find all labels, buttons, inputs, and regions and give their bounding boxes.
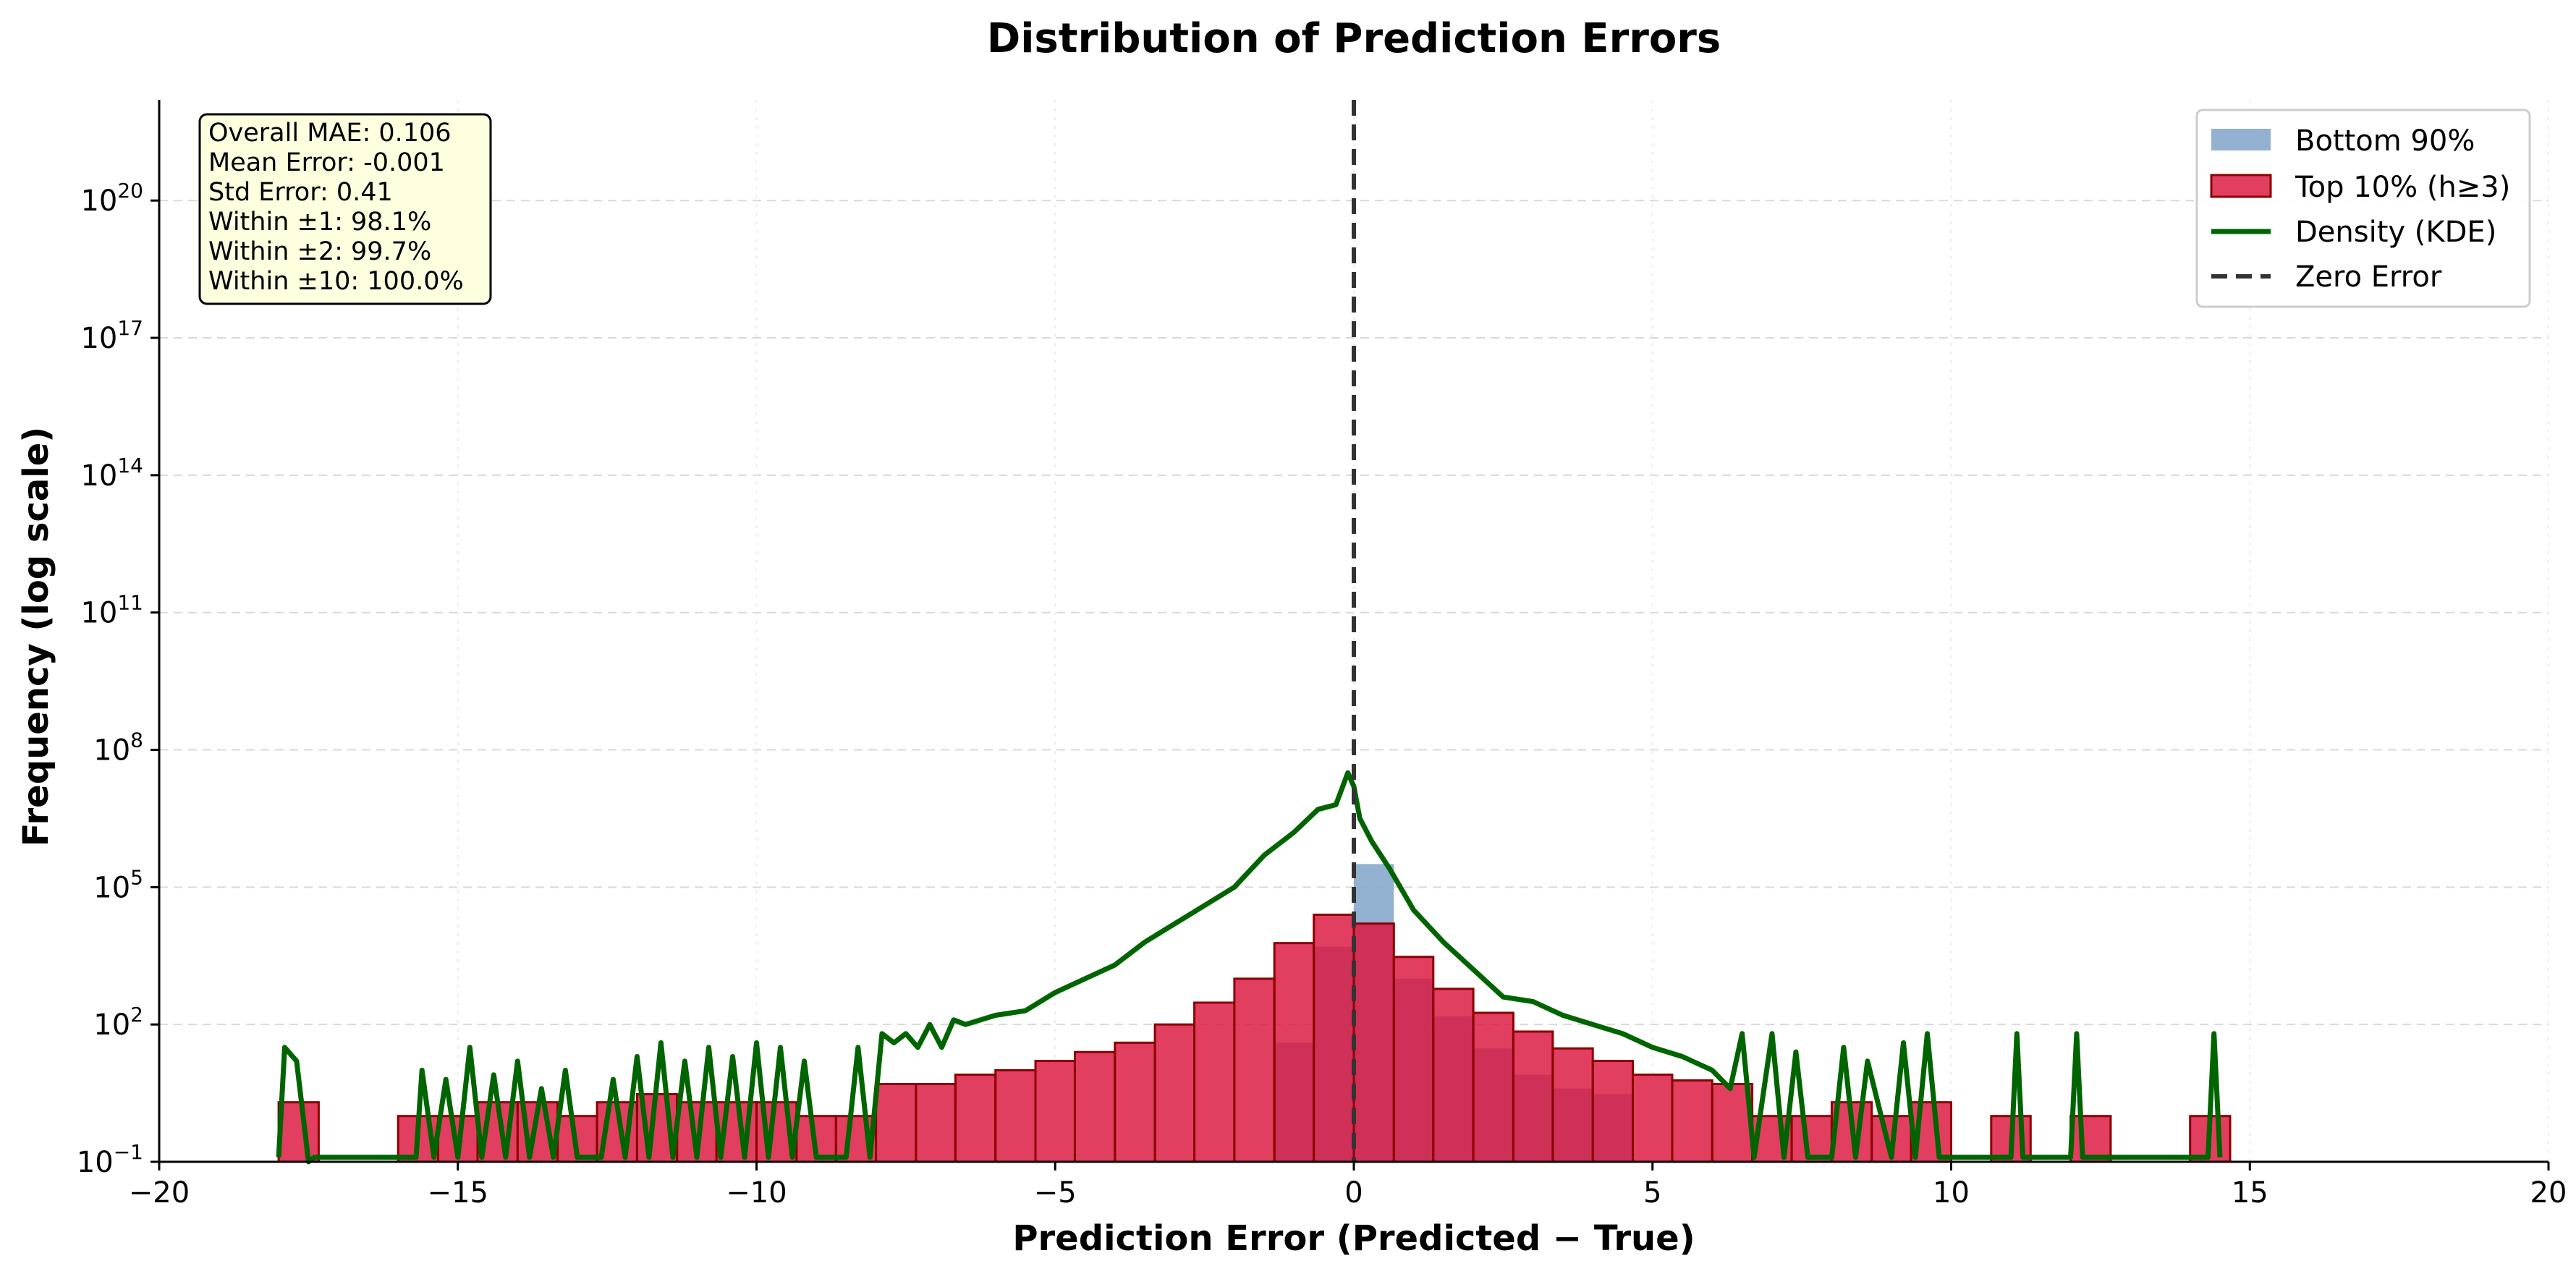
bar-top10 (954, 1074, 997, 1163)
histogram-bars (277, 864, 2232, 1163)
y-tick-label: 10−1 (77, 1140, 143, 1179)
bar-top10 (915, 1082, 957, 1163)
bar-top10 (1153, 1023, 1196, 1163)
legend-swatch-top10 (2210, 174, 2272, 198)
stats-line: Overall MAE: 0.106 (208, 119, 452, 148)
legend-label: Top 10% (h≥3) (2295, 171, 2510, 204)
bar-top10 (1233, 977, 1276, 1163)
x-tick-label: −15 (428, 1176, 488, 1210)
kde-curve (276, 770, 2223, 1165)
stats-line: Mean Error: -0.001 (208, 148, 445, 177)
legend-label: Bottom 90% (2295, 124, 2475, 158)
x-axis-label: Prediction Error (Predicted − True) (1012, 1218, 1695, 1259)
stats-line: Within ±10: 100.0% (208, 267, 464, 296)
tick-labels: −20 −15 −10 −5 0 5 10 15 2010−110210510810111014… (77, 179, 2567, 1210)
bar-top10 (1432, 987, 1475, 1163)
y-tick-base: 10 (80, 184, 117, 218)
y-tick-exponent: 8 (130, 728, 143, 752)
y-tick-label: 1014 (80, 454, 143, 493)
y-tick-exponent: 17 (117, 316, 143, 340)
y-tick-exponent: 5 (130, 865, 143, 889)
bar-top10 (994, 1068, 1037, 1163)
legend-frame (2195, 109, 2531, 308)
kde-line (276, 770, 2223, 1165)
bar-top10 (1273, 942, 1315, 1163)
y-tick-exponent: 11 (117, 591, 143, 615)
y-tick-exponent: 14 (117, 454, 143, 477)
bar-top10 (1671, 1079, 1713, 1163)
y-tick-label: 108 (93, 728, 143, 768)
y-tick-label: 105 (93, 865, 143, 904)
legend-swatch-bottom90 (2211, 129, 2271, 150)
y-tick-exponent: 20 (117, 179, 143, 203)
chart-title: Distribution of Prediction Errors (987, 15, 1721, 62)
x-tick-label: 0 (1344, 1176, 1363, 1210)
y-tick-label: 1020 (80, 179, 143, 218)
x-tick-label: −20 (129, 1176, 190, 1210)
x-tick-label: 15 (2232, 1176, 2268, 1210)
x-tick-label: 20 (2530, 1176, 2567, 1210)
y-tick-label: 1011 (80, 591, 143, 630)
bar-top10 (875, 1082, 918, 1163)
y-tick-base: 10 (77, 1146, 114, 1179)
y-tick-label: 102 (93, 1003, 143, 1042)
y-tick-base: 10 (93, 734, 130, 768)
stats-line: Std Error: 0.41 (208, 178, 393, 207)
bar-top10 (1632, 1074, 1674, 1163)
legend: Bottom 90% Top 10% (h≥3) Density (KDE) Zero… (2195, 109, 2531, 308)
x-tick-label: −10 (726, 1176, 787, 1210)
x-tick-label: 5 (1643, 1176, 1661, 1210)
stats-line: Within ±1: 98.1% (208, 208, 431, 237)
bar-top10 (1193, 1001, 1236, 1163)
bar-top10 (1073, 1050, 1117, 1163)
y-tick-base: 10 (80, 459, 117, 493)
y-tick-base: 10 (93, 1008, 130, 1042)
bar-top10 (1313, 913, 1355, 1163)
bar-top10 (1512, 1030, 1554, 1163)
bar-top10 (1114, 1041, 1156, 1163)
y-tick-base: 10 (80, 597, 117, 630)
legend-label: Density (KDE) (2295, 216, 2496, 249)
bar-top10 (277, 1101, 320, 1163)
stats-box-frame (198, 113, 492, 305)
y-tick-label: 1017 (80, 316, 143, 355)
axes (151, 100, 2550, 1170)
x-tick-label: −5 (1034, 1176, 1077, 1210)
legend-label: Zero Error (2295, 260, 2442, 294)
x-tick-label: 10 (1933, 1176, 1970, 1210)
bar-top10 (1392, 956, 1435, 1163)
bar-top10 (1591, 1060, 1635, 1163)
y-tick-exponent: 2 (130, 1003, 143, 1027)
y-tick-exponent: −1 (114, 1140, 143, 1164)
bar-top10 (1551, 1047, 1594, 1163)
y-tick-base: 10 (80, 322, 117, 355)
y-tick-base: 10 (93, 871, 130, 904)
bar-top10 (1034, 1060, 1076, 1163)
bar-top10 (1472, 1011, 1514, 1163)
y-axis-label: Frequency (log scale) (16, 427, 56, 846)
bar-top10 (1352, 922, 1395, 1163)
stats-line: Within ±2: 99.7% (208, 237, 431, 266)
